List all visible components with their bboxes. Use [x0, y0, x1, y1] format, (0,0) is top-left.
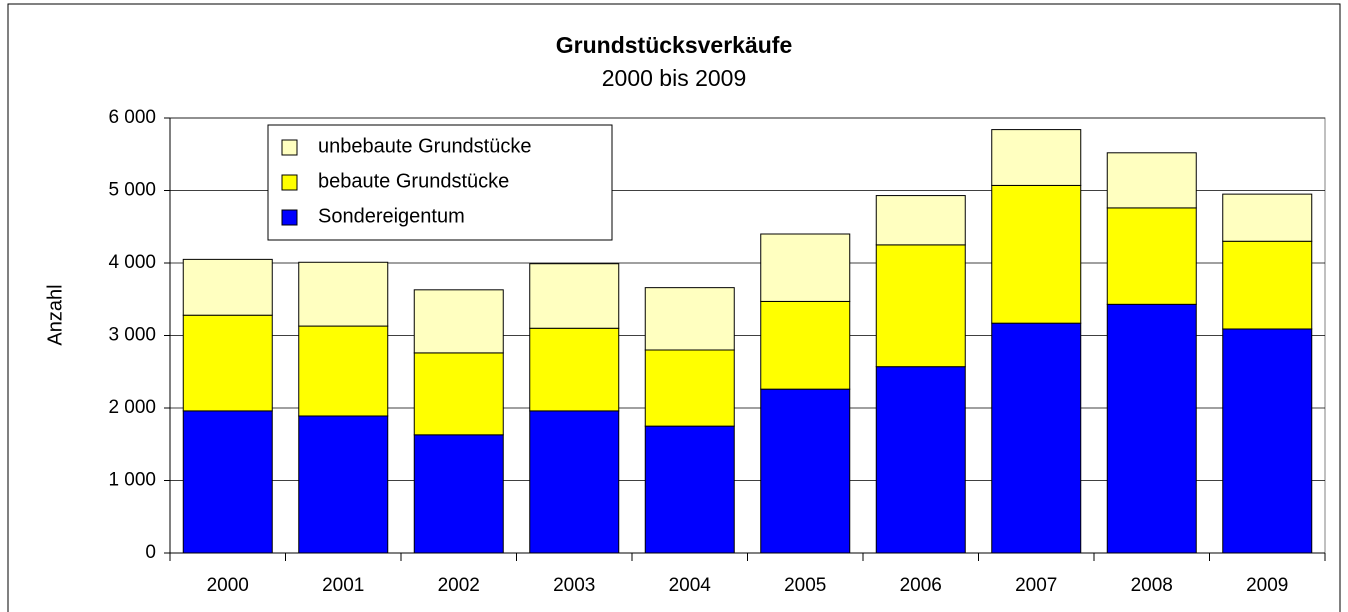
- bar-segment: [1106, 303, 1197, 554]
- bar-segment: [413, 352, 504, 436]
- chart-title: Grundstücksverkäufe: [556, 32, 792, 58]
- bar-segment: [1106, 207, 1197, 305]
- bar-segment: [182, 258, 273, 316]
- x-tick-label: 2002: [438, 575, 480, 596]
- y-tick-label: 2 000: [108, 397, 156, 418]
- y-axis-label: Anzahl: [44, 284, 66, 345]
- bar-segment: [760, 300, 851, 390]
- bar-segment: [644, 349, 735, 427]
- bar-segment: [182, 410, 273, 554]
- bar-segment: [875, 244, 966, 368]
- bar-segment: [875, 366, 966, 554]
- legend-label: Sondereigentum: [318, 205, 465, 227]
- bar-segment: [298, 415, 389, 554]
- bar-segment: [991, 322, 1082, 554]
- x-tick-label: 2001: [322, 575, 364, 596]
- x-tick-label: 2003: [553, 575, 595, 596]
- y-tick-label: 6 000: [108, 107, 156, 128]
- legend-swatch: [281, 174, 298, 191]
- y-tick-label: 1 000: [108, 470, 156, 491]
- bar-segment: [529, 410, 620, 554]
- legend-swatch: [281, 209, 298, 226]
- x-tick-label: 2008: [1131, 575, 1173, 596]
- bar-segment: [1222, 193, 1313, 242]
- y-tick-label: 0: [145, 542, 156, 563]
- chart-subtitle: 2000 bis 2009: [602, 65, 747, 91]
- bar-segment: [182, 314, 273, 412]
- x-tick-label: 2007: [1015, 575, 1057, 596]
- bar-segment: [298, 261, 389, 327]
- bar-segment: [875, 195, 966, 246]
- bar-segment: [760, 233, 851, 302]
- bar-segment: [413, 434, 504, 554]
- y-tick-label: 5 000: [108, 180, 156, 201]
- legend-label: unbebaute Grundstücke: [318, 135, 532, 157]
- x-tick-label: 2005: [784, 575, 826, 596]
- bar-segment: [644, 287, 735, 351]
- x-tick-label: 2004: [669, 575, 712, 596]
- x-tick-label: 2009: [1246, 575, 1288, 596]
- y-tick-label: 4 000: [108, 252, 156, 273]
- legend-box: [267, 124, 613, 241]
- bar-segment: [529, 327, 620, 412]
- bar-segment: [1106, 152, 1197, 209]
- y-tick-label: 3 000: [108, 325, 156, 346]
- bar-segment: [1222, 328, 1313, 554]
- bar-segment: [1222, 240, 1313, 330]
- x-tick-label: 2006: [900, 575, 942, 596]
- bar-segment: [529, 263, 620, 329]
- bar-segment: [644, 425, 735, 554]
- bar-segment: [298, 325, 389, 417]
- bar-segment: [413, 289, 504, 354]
- bar-segment: [991, 129, 1082, 186]
- legend-label: bebaute Grundstücke: [318, 170, 509, 192]
- legend-swatch: [281, 139, 298, 156]
- bar-segment: [991, 184, 1082, 324]
- bar-segment: [760, 388, 851, 554]
- x-tick-label: 2000: [207, 575, 249, 596]
